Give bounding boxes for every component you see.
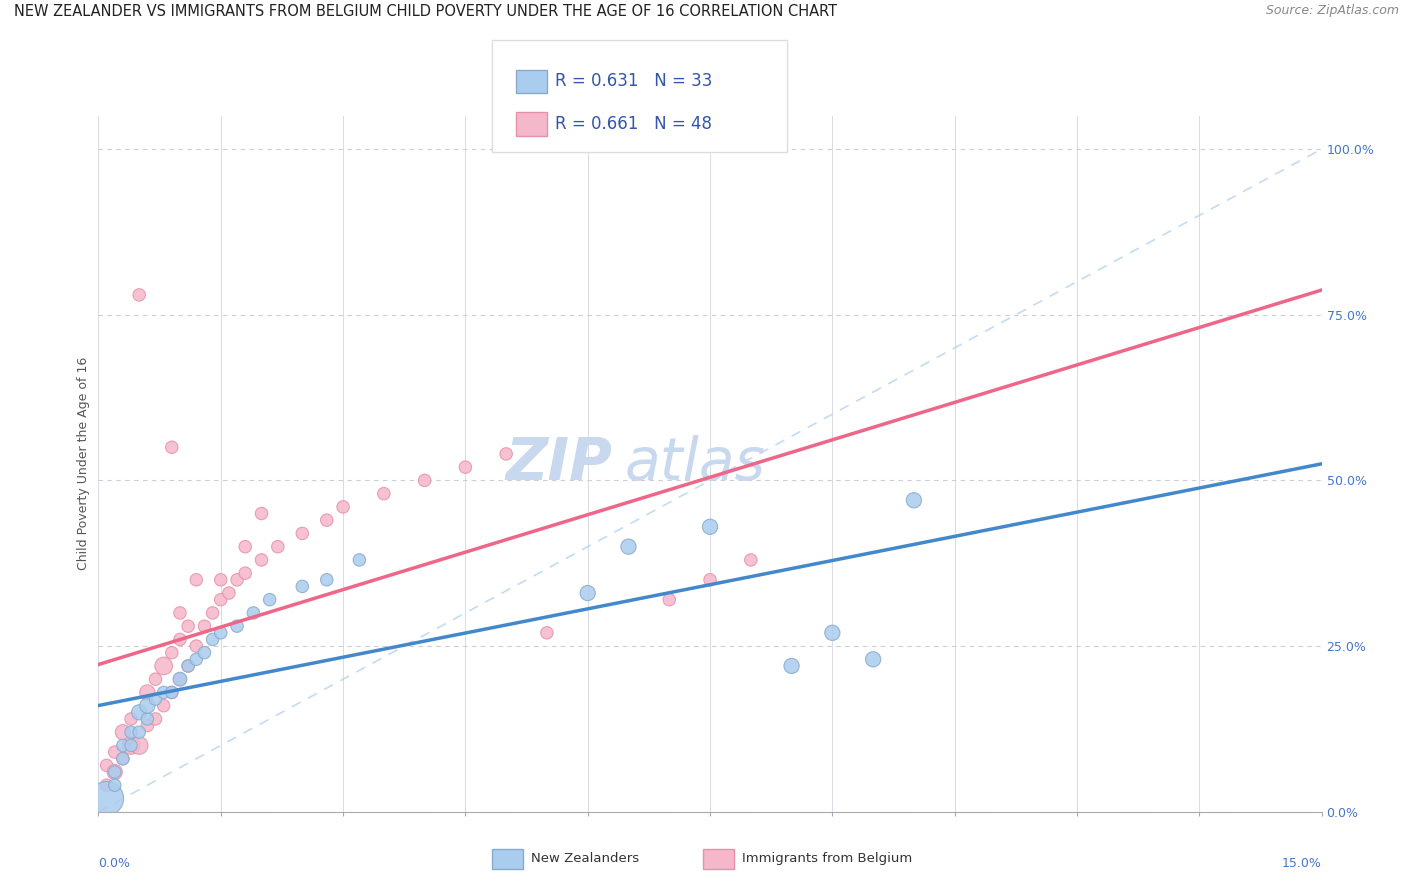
Point — [233, 540, 256, 554]
Y-axis label: Child Poverty Under the Age of 16: Child Poverty Under the Age of 16 — [77, 357, 90, 571]
Point — [152, 659, 174, 673]
Point — [145, 672, 167, 686]
Point — [104, 764, 127, 779]
Text: R = 0.661   N = 48: R = 0.661 N = 48 — [555, 115, 713, 133]
Point — [315, 513, 337, 527]
Point — [259, 592, 281, 607]
Point — [169, 632, 191, 647]
Point — [186, 639, 208, 653]
Point — [862, 652, 884, 666]
Point — [699, 573, 721, 587]
Point — [145, 692, 167, 706]
Point — [128, 725, 150, 739]
Text: R = 0.631   N = 33: R = 0.631 N = 33 — [555, 72, 713, 90]
Point — [291, 526, 314, 541]
Point — [169, 672, 191, 686]
Text: Immigrants from Belgium: Immigrants from Belgium — [742, 852, 912, 864]
Point — [226, 573, 249, 587]
Point — [576, 586, 599, 600]
Point — [536, 625, 558, 640]
Point — [332, 500, 354, 514]
Text: 15.0%: 15.0% — [1282, 857, 1322, 870]
Point — [128, 706, 150, 720]
Point — [699, 520, 721, 534]
Point — [209, 573, 232, 587]
Point — [169, 606, 191, 620]
Point — [413, 474, 436, 488]
Point — [186, 573, 208, 587]
Point — [96, 778, 118, 792]
Point — [201, 632, 224, 647]
Point — [104, 778, 127, 792]
Point — [495, 447, 517, 461]
Point — [104, 764, 127, 779]
Point — [128, 739, 150, 753]
Point — [454, 460, 477, 475]
Point — [136, 712, 159, 726]
Point — [209, 592, 232, 607]
Text: NEW ZEALANDER VS IMMIGRANTS FROM BELGIUM CHILD POVERTY UNDER THE AGE OF 16 CORRE: NEW ZEALANDER VS IMMIGRANTS FROM BELGIUM… — [14, 4, 837, 20]
Point — [120, 712, 142, 726]
Point — [186, 652, 208, 666]
Point — [617, 540, 640, 554]
Point — [120, 725, 142, 739]
Point — [145, 712, 167, 726]
Point — [136, 685, 159, 699]
Point — [250, 553, 273, 567]
Point — [160, 646, 183, 660]
Text: Source: ZipAtlas.com: Source: ZipAtlas.com — [1265, 4, 1399, 18]
Point — [267, 540, 290, 554]
Point — [291, 579, 314, 593]
Point — [152, 698, 174, 713]
Point — [349, 553, 371, 567]
Text: New Zealanders: New Zealanders — [531, 852, 640, 864]
Point — [160, 685, 183, 699]
Text: atlas: atlas — [624, 435, 765, 492]
Point — [740, 553, 762, 567]
Point — [96, 791, 118, 805]
Text: 0.0%: 0.0% — [98, 857, 131, 870]
Point — [128, 288, 150, 302]
Point — [821, 625, 844, 640]
Point — [160, 440, 183, 454]
Point — [177, 619, 200, 633]
Point — [903, 493, 925, 508]
Point — [111, 725, 134, 739]
Point — [96, 758, 118, 772]
Point — [209, 625, 232, 640]
Point — [780, 659, 803, 673]
Point — [136, 698, 159, 713]
Point — [169, 672, 191, 686]
Point — [658, 592, 681, 607]
Point — [111, 752, 134, 766]
Point — [120, 739, 142, 753]
Point — [193, 646, 215, 660]
Point — [226, 619, 249, 633]
Point — [242, 606, 264, 620]
Point — [233, 566, 256, 581]
Text: ZIP: ZIP — [505, 435, 612, 492]
Point — [193, 619, 215, 633]
Point — [177, 659, 200, 673]
Point — [104, 745, 127, 759]
Point — [201, 606, 224, 620]
Point — [160, 685, 183, 699]
Point — [177, 659, 200, 673]
Point — [136, 718, 159, 732]
Point — [120, 739, 142, 753]
Point — [218, 586, 240, 600]
Point — [152, 685, 174, 699]
Point — [111, 752, 134, 766]
Point — [111, 739, 134, 753]
Point — [250, 507, 273, 521]
Point — [373, 486, 395, 500]
Point — [315, 573, 337, 587]
